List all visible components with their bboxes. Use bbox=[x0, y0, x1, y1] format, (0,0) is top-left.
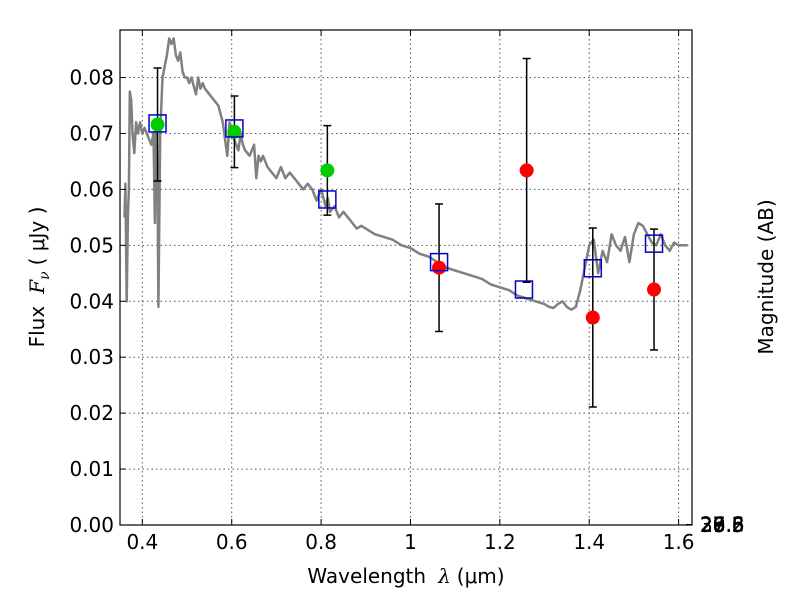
y2-tick-label: 30 bbox=[700, 513, 725, 537]
y-tick-label: 0.05 bbox=[69, 233, 114, 257]
x-axis-label: Wavelength λ (μm) bbox=[307, 564, 504, 588]
model-band-point bbox=[429, 252, 449, 272]
x-tick-label: 1.4 bbox=[573, 530, 605, 554]
y2-tick-label: 27.5 bbox=[700, 513, 745, 537]
y2-tick-label: 28 bbox=[700, 513, 725, 537]
x-tick-label: 0.8 bbox=[305, 530, 337, 554]
y2-tick-label: 29 bbox=[700, 513, 725, 537]
x-tick-label: 1.2 bbox=[484, 530, 516, 554]
data-point bbox=[227, 124, 242, 139]
x-tick-label: 1 bbox=[404, 530, 417, 554]
model-band-point bbox=[148, 114, 167, 133]
y-tick-label: 0.02 bbox=[69, 401, 114, 425]
model-band-point bbox=[644, 234, 664, 253]
model-band-point bbox=[318, 190, 337, 209]
data-point bbox=[647, 282, 662, 297]
y-tick-label: 0.06 bbox=[69, 177, 114, 201]
y-tick-label: 0.08 bbox=[69, 66, 114, 90]
x-tick-label: 0.6 bbox=[216, 530, 248, 554]
y2-tick-label: 27 bbox=[700, 513, 725, 537]
y-tick-label: 0.04 bbox=[69, 289, 114, 313]
y-tick-label: 0.01 bbox=[69, 457, 114, 481]
x-tick-label: 0.4 bbox=[126, 530, 158, 554]
data-point bbox=[432, 260, 447, 275]
data-point bbox=[150, 117, 165, 132]
model-sed-layer bbox=[123, 37, 688, 311]
data-point bbox=[519, 163, 534, 178]
y2-axis-label: Magnitude (AB) bbox=[754, 199, 778, 354]
model-sed-line bbox=[123, 37, 688, 311]
model-band-point bbox=[514, 280, 534, 299]
y2-tick-label: 27.2 bbox=[700, 513, 745, 537]
y-tick-label: 0.03 bbox=[69, 345, 114, 369]
data-point bbox=[585, 310, 600, 325]
y-tick-label: 0.07 bbox=[69, 121, 114, 145]
y2-tick-label: 26.8 bbox=[700, 513, 745, 537]
plot-frame bbox=[119, 29, 693, 526]
x-tick-label: 1.6 bbox=[663, 530, 695, 554]
y-tick-label: 0.00 bbox=[69, 513, 114, 537]
model-band-point bbox=[583, 259, 603, 278]
marker-layer bbox=[148, 114, 664, 325]
grid bbox=[120, 30, 692, 526]
ticks: 0.4 0.6 0.8 1 1.2 1.4 1.6 0.00 0.01 0.02 0.03 0.04 0… bbox=[69, 30, 745, 554]
data-point bbox=[320, 163, 335, 178]
y2-tick-label: 28.5 bbox=[700, 513, 745, 537]
y-axis-label: FluxFν( μJy ) bbox=[25, 207, 53, 348]
y2-tick-label: 26.6 bbox=[700, 513, 745, 537]
model-band-point bbox=[225, 119, 244, 138]
